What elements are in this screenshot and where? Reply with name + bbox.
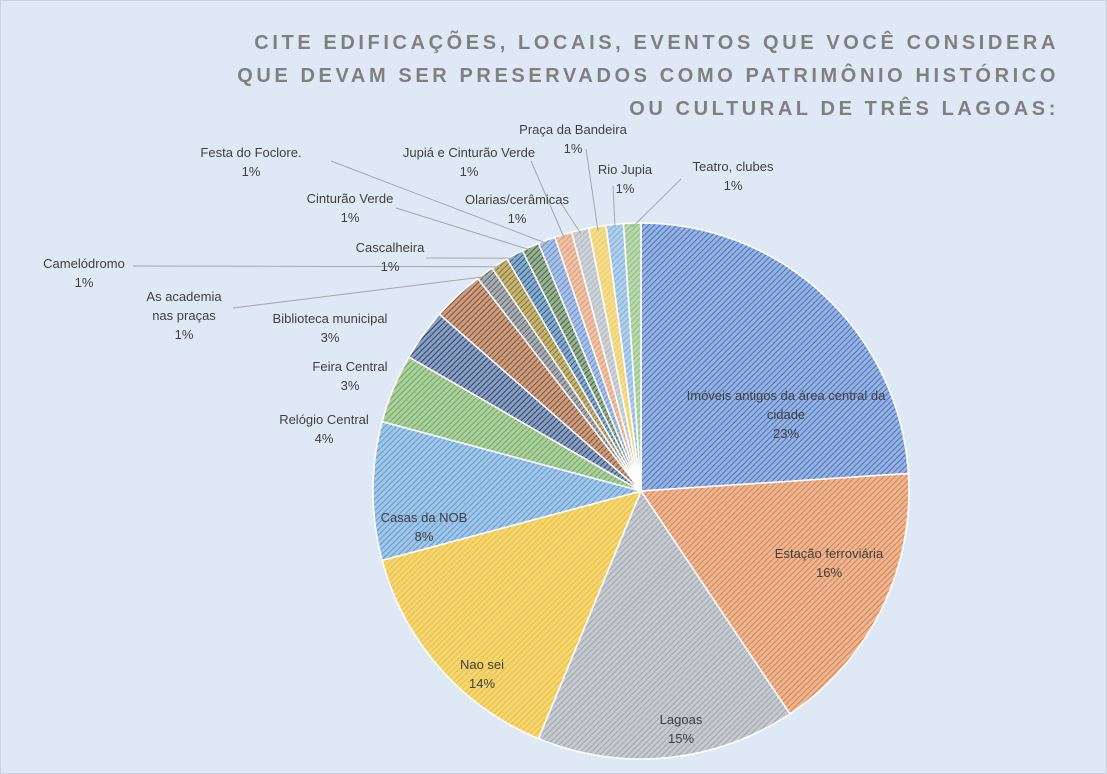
leader-line: [530, 160, 565, 239]
category-label: Olarias/cerâmicas: [464, 192, 570, 207]
slice-label: Estação ferroviária 16%: [729, 544, 929, 582]
category-label: Casas da NOB: [380, 510, 468, 525]
category-label: Rio Jupia: [597, 162, 653, 177]
category-label: Festa do Foclore.: [200, 145, 302, 160]
category-label: Teatro, clubes: [692, 159, 774, 174]
pie-slice: [381, 489, 643, 740]
slice-label: Casas da NOB 8%: [364, 508, 484, 546]
category-label: Biblioteca municipal: [272, 311, 388, 326]
value-label: 1%: [615, 181, 635, 196]
slice-label: Camelódromo 1%: [24, 254, 144, 292]
value-label: 4%: [314, 431, 334, 446]
pie-slice: [372, 420, 644, 562]
slice-label: Feira Central 3%: [290, 357, 410, 395]
slice-label: Biblioteca municipal 3%: [250, 309, 410, 347]
value-label: 1%: [723, 178, 743, 193]
leader-line: [585, 148, 599, 231]
slice-label: Imóveis antigos da área central da cidad…: [681, 386, 891, 443]
value-label: 3%: [320, 330, 340, 345]
leader-line: [395, 207, 533, 252]
slice-label: Relógio Central 4%: [254, 410, 394, 448]
value-label: 23%: [772, 426, 800, 441]
value-label: 1%: [340, 210, 360, 225]
value-label: 1%: [380, 259, 400, 274]
pie-slice: [537, 489, 791, 760]
category-label: Jupiá e Cinturão Verde: [402, 145, 536, 160]
value-label: 1%: [459, 164, 479, 179]
category-label: Feira Central: [312, 359, 388, 374]
category-label: Lagoas: [659, 712, 703, 727]
value-label: 14%: [468, 676, 496, 691]
slice-label: Nao sei 14%: [422, 655, 542, 693]
category-label: Cinturão Verde: [306, 191, 394, 206]
value-label: 15%: [667, 731, 695, 746]
slice-label: As academia nas praças 1%: [144, 287, 224, 344]
leader-line: [132, 265, 502, 268]
slice-label: Cinturão Verde 1%: [290, 189, 410, 227]
slice-label: Praça da Bandeira 1%: [513, 120, 633, 158]
value-label: 1%: [74, 275, 94, 290]
category-label: Camelódromo: [43, 256, 125, 271]
category-label: Praça da Bandeira: [519, 122, 627, 137]
pie-slice: [622, 222, 642, 492]
leader-line: [232, 275, 488, 309]
category-label: Relógio Central: [279, 412, 369, 427]
slice-label: Rio Jupia 1%: [585, 160, 665, 198]
slice-label: Jupiá e Cinturão Verde 1%: [389, 143, 549, 181]
category-label: Imóveis antigos da área central da cidad…: [686, 388, 886, 422]
category-label: Nao sei: [459, 657, 505, 672]
slice-label: Olarias/cerâmicas 1%: [457, 190, 577, 228]
category-label: As academia nas praças: [146, 289, 222, 323]
value-label: 1%: [507, 211, 527, 226]
chart-title: CITE EDIFICAÇÕES, LOCAIS, EVENTOS QUE VO…: [237, 32, 1059, 120]
leader-line: [612, 185, 616, 229]
category-label: Cascalheira: [355, 240, 425, 255]
value-label: 1%: [174, 327, 194, 342]
slice-label: Teatro, clubes 1%: [678, 157, 788, 195]
pie-slice: [639, 472, 910, 715]
pie-slice: [640, 222, 910, 492]
leader-line: [560, 202, 582, 235]
value-label: 3%: [340, 378, 360, 393]
category-label: Estação ferroviária: [774, 546, 884, 561]
value-label: 1%: [241, 164, 261, 179]
leader-line: [632, 178, 682, 228]
slice-label: Lagoas 15%: [621, 710, 741, 748]
value-label: 8%: [414, 529, 434, 544]
value-label: 16%: [815, 565, 843, 580]
slice-label: Cascalheira 1%: [330, 238, 450, 276]
slice-label: Festa do Foclore. 1%: [191, 143, 311, 181]
leader-line: [330, 160, 549, 245]
value-label: 1%: [563, 141, 583, 156]
